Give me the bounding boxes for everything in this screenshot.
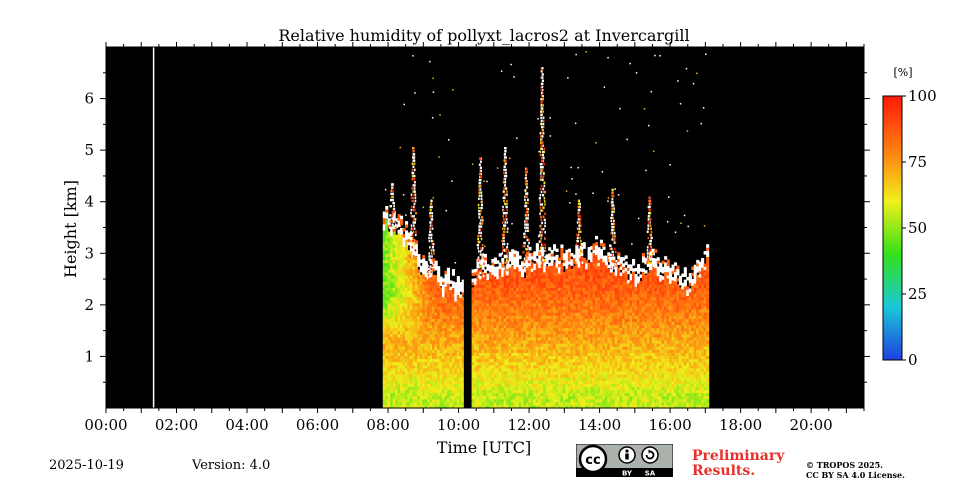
colorbar-tick-label: 25 bbox=[908, 285, 927, 303]
x-tick-label: 08:00 bbox=[366, 416, 409, 434]
humidity-spike bbox=[426, 199, 436, 280]
y-tick-label: 1 bbox=[84, 347, 94, 365]
plot-area bbox=[105, 46, 865, 409]
copyright-line-1: © TROPOS 2025. bbox=[806, 460, 883, 470]
share-alike-icon bbox=[641, 446, 659, 464]
colorbar: [%] 0 25 50 75 100 bbox=[882, 66, 937, 369]
colorbar-tick-label: 0 bbox=[908, 351, 918, 369]
x-tick-label: 04:00 bbox=[225, 416, 268, 434]
y-tick-label: 4 bbox=[84, 193, 94, 211]
copyright-line-2: CC BY SA 4.0 License. bbox=[806, 470, 905, 480]
y-axis-label: Height [km] bbox=[61, 180, 80, 278]
humidity-spike bbox=[389, 183, 397, 229]
x-tick-label: 00:00 bbox=[84, 416, 127, 434]
x-tick-label: 14:00 bbox=[578, 416, 621, 434]
x-tick-label: 02:00 bbox=[155, 416, 198, 434]
colorbar-gradient bbox=[882, 95, 903, 361]
y-tick-label: 5 bbox=[84, 141, 94, 159]
colorbar-unit-label: [%] bbox=[893, 66, 912, 79]
y-tick-label: 2 bbox=[84, 296, 94, 314]
data-gap bbox=[463, 47, 471, 408]
y-axis: 1 2 3 4 5 6 bbox=[84, 72, 870, 383]
x-tick-label: 18:00 bbox=[719, 416, 762, 434]
x-tick-label: 06:00 bbox=[296, 416, 339, 434]
colorbar-tick-label: 75 bbox=[908, 153, 927, 171]
x-axis: 00:00 02:00 04:00 06:00 08:00 10:00 12:00 14:00… bbox=[84, 42, 865, 434]
y-tick-label: 3 bbox=[84, 244, 94, 262]
humidity-spike bbox=[500, 147, 510, 274]
copyright-notice: © TROPOS 2025. CC BY SA 4.0 License. bbox=[806, 460, 905, 480]
badge-sa-label: SA bbox=[645, 470, 656, 478]
colorbar-tick-label: 50 bbox=[908, 219, 927, 237]
humidity-spike bbox=[521, 167, 531, 270]
badge-by-label: BY bbox=[622, 470, 633, 478]
humidity-spike bbox=[575, 199, 584, 264]
humidity-spike bbox=[409, 147, 418, 258]
humidity-spike bbox=[476, 157, 485, 278]
cc-icon bbox=[578, 444, 608, 474]
preliminary-results-label: Preliminary Results. bbox=[692, 448, 785, 479]
x-tick-label: 20:00 bbox=[789, 416, 832, 434]
x-tick-label: 10:00 bbox=[437, 416, 480, 434]
humidity-spike bbox=[608, 188, 618, 269]
chart-title: Relative humidity of pollyxt_lacros2 at … bbox=[278, 26, 689, 45]
colorbar-tick-label: 100 bbox=[908, 87, 937, 105]
x-axis-label: Time [UTC] bbox=[437, 438, 531, 457]
humidity-spike bbox=[646, 196, 655, 271]
footer-date: 2025-10-19 bbox=[49, 458, 124, 473]
humidity-field bbox=[382, 47, 710, 409]
cc-by-sa-badge: cc BY SA bbox=[576, 444, 673, 477]
footer-version: Version: 4.0 bbox=[192, 458, 271, 473]
x-tick-label: 12:00 bbox=[507, 416, 550, 434]
x-tick-label: 16:00 bbox=[648, 416, 691, 434]
humidity-spike bbox=[537, 67, 547, 265]
y-tick-label: 6 bbox=[84, 90, 94, 108]
